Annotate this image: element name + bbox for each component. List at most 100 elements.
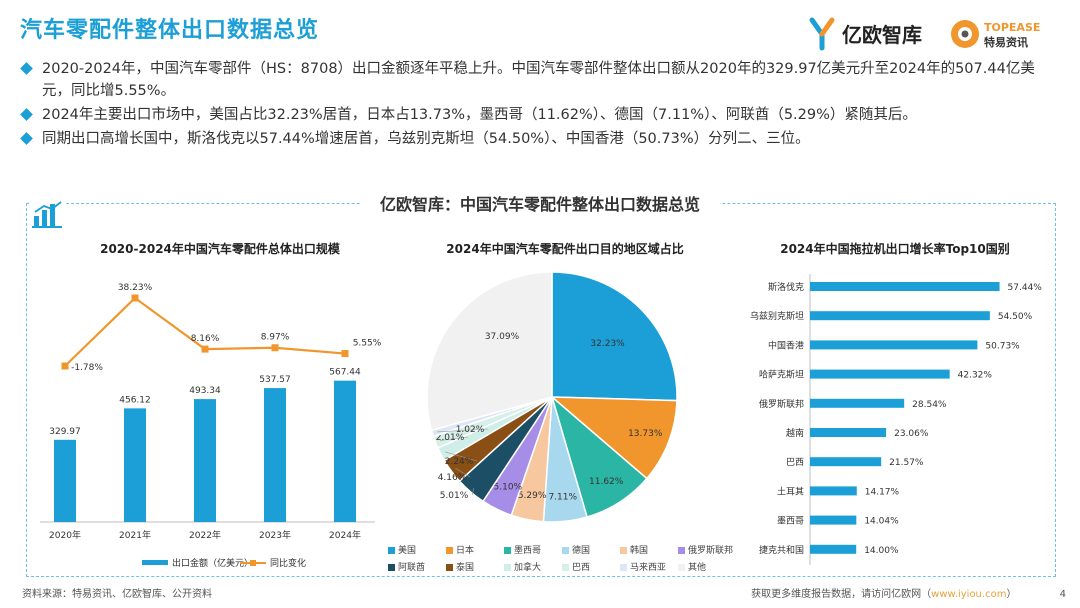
pie-legend-swatch	[504, 547, 511, 554]
pie-legend-swatch	[620, 564, 627, 571]
pie-legend-label: 美国	[398, 546, 417, 556]
chart1-x-tick: 2020年	[49, 529, 81, 541]
pie-value-label: 1.02%	[456, 425, 485, 435]
iyiou-logo-icon	[809, 17, 835, 51]
pie-value-label: 37.09%	[485, 332, 520, 342]
pie-legend-item: 加拿大	[504, 560, 541, 573]
pie-leader-line	[455, 467, 471, 478]
pie-legend-item: 其他	[678, 560, 706, 573]
growth-top10-chart: 斯洛伐克 57.44% 乌兹别克斯坦 54.50% 中国香港 50.73% 哈萨克斯坦 42.…	[750, 274, 1043, 565]
pie-value-label: 5.29%	[518, 491, 547, 501]
chart1-yoy-label: 8.16%	[191, 334, 220, 344]
chart1-yoy-label: 5.55%	[353, 339, 382, 349]
chart1-bar-label: 329.97	[49, 427, 81, 437]
chart1-title: 2020-2024年中国汽车零配件总体出口规模	[100, 242, 340, 256]
chart2-title: 2024年中国汽车零配件出口目的地区域占比	[446, 242, 684, 256]
chart1-yoy-point	[341, 350, 349, 358]
pie-legend-label: 韩国	[630, 546, 649, 556]
bullet-text: 2024年主要出口市场中，美国占比32.23%居首，日本占13.73%，墨西哥（…	[42, 107, 917, 123]
chart1-yoy-label: -1.78%	[71, 363, 103, 373]
chart3-title: 2024年中国拖拉机出口增长率Top10国别	[780, 242, 1010, 256]
bullet-item: 同期出口高增长国中，斯洛伐克以57.44%增速居首，乌兹别克斯坦（54.50%）…	[20, 128, 1062, 150]
chart3-bar	[810, 486, 857, 496]
chart3-bar	[810, 369, 950, 379]
chart3-value-label: 57.44%	[1008, 283, 1043, 293]
chart3-bar	[810, 428, 887, 437]
pie-value-label: 7.11%	[548, 492, 577, 502]
pie-legend-item: 泰国	[446, 560, 474, 573]
summary-bullets: 2020-2024年，中国汽车零部件（HS：8708）出口金额逐年平稳上升。中国…	[20, 58, 1062, 152]
bullet-item: 2020-2024年，中国汽车零部件（HS：8708）出口金额逐年平稳上升。中国…	[20, 58, 1062, 102]
chart3-category-label: 墨西哥	[777, 516, 804, 527]
chart3-bar	[810, 311, 990, 321]
pie-value-label: 5.10%	[494, 483, 523, 493]
iyiou-logo: 亿欧智库	[809, 17, 922, 51]
export-scale-chart: 329.97 2020年 456.12 2021年 493.34 2022年 537.57 2…	[40, 283, 382, 569]
chart3-value-label: 23.06%	[894, 429, 929, 439]
chart1-yoy-point	[201, 345, 209, 353]
footer-more-suffix: ）	[1006, 589, 1017, 600]
topease-logo-text-top: TOPEASE	[984, 21, 1040, 34]
bullet-text: 同期出口高增长国中，斯洛伐克以57.44%增速居首，乌兹别克斯坦（54.50%）…	[42, 131, 810, 147]
chart3-value-label: 50.73%	[985, 341, 1020, 351]
source-note: 资料来源：特易资讯、亿欧智库、公开资料	[22, 589, 212, 600]
chart3-bar	[810, 457, 882, 467]
chart1-x-tick: 2024年	[329, 529, 361, 541]
iyiou-logo-text: 亿欧智库	[842, 23, 922, 47]
topease-logo: TOPEASE 特易资讯	[951, 20, 1040, 49]
pie-value-label: 13.73%	[628, 429, 663, 439]
chart1-yoy-line	[64, 296, 346, 367]
chart3-value-label: 21.57%	[889, 458, 924, 468]
pie-leader-line	[437, 428, 489, 433]
destination-pie-chart: 32.23% 13.73% 11.62% 7.11%5.29%5.10% 5.01% 4.…	[426, 271, 678, 523]
chart1-bar	[124, 408, 146, 522]
panel-title: 亿欧智库：中国汽车零配件整体出口数据总览	[360, 191, 720, 215]
chart3-value-label: 42.32%	[958, 371, 993, 381]
pie-slice	[551, 271, 678, 402]
pie-legend-swatch	[388, 564, 395, 571]
pie-legend-swatch	[388, 547, 395, 554]
page-title: 汽车零配件整体出口数据总览	[20, 18, 320, 43]
pie-value-label: 32.23%	[590, 339, 625, 349]
pie-leader-line	[440, 436, 469, 441]
chart1-bar	[334, 380, 356, 522]
chart1-bar-label: 493.34	[189, 386, 221, 396]
topease-logo-text-bottom: 特易资讯	[984, 35, 1028, 49]
chart3-category-label: 巴西	[786, 457, 804, 468]
chart3-bar	[810, 515, 857, 525]
pie-legend-label: 其他	[688, 563, 707, 573]
chart1-bar	[264, 388, 286, 522]
pie-legend-label: 马来西亚	[630, 563, 667, 573]
pie-legend-swatch	[678, 547, 685, 554]
pie-legend: 美国 日本 墨西哥 德国 韩国 俄罗斯联邦 阿联酋 泰国 加拿大 巴西 马来西亚 其他	[388, 543, 738, 575]
pie-value-label: 2.24%	[445, 457, 474, 467]
pie-legend-label: 泰国	[456, 563, 475, 573]
pie-slice	[426, 271, 553, 432]
iyiou-link[interactable]: www.iyiou.com	[931, 589, 1007, 600]
pie-legend-label: 巴西	[572, 563, 591, 573]
chart3-value-label: 14.17%	[865, 487, 900, 497]
pie-legend-item: 墨西哥	[504, 543, 541, 556]
pie-value-label: 11.62%	[589, 477, 624, 487]
chart1-yoy-point	[131, 294, 139, 302]
pie-value-label: 2.01%	[436, 433, 465, 443]
diamond-bullet-icon	[20, 132, 33, 145]
chart1-legend-yoy: 同比变化	[270, 557, 306, 569]
chart3-category-label: 越南	[786, 427, 804, 439]
pie-legend-item: 马来西亚	[620, 560, 666, 573]
chart3-category-label: 俄罗斯联邦	[759, 398, 804, 410]
bullet-item: 2024年主要出口市场中，美国占比32.23%居首，日本占13.73%，墨西哥（…	[20, 104, 1062, 126]
pie-legend-swatch	[446, 547, 453, 554]
pie-legend-swatch	[446, 564, 453, 571]
chart1-legend-swatch-amount	[142, 560, 168, 565]
diamond-bullet-icon	[20, 108, 33, 121]
chart3-bar	[810, 282, 1000, 291]
pie-legend-item: 韩国	[620, 543, 648, 556]
pie-legend-swatch	[562, 564, 569, 571]
pie-legend-swatch	[678, 564, 685, 571]
pie-legend-label: 阿联酋	[398, 563, 426, 573]
pie-legend-swatch	[504, 564, 511, 571]
chart3-bar	[810, 398, 905, 408]
pie-legend-label: 日本	[456, 546, 475, 556]
bar-chart-icon	[30, 200, 66, 230]
